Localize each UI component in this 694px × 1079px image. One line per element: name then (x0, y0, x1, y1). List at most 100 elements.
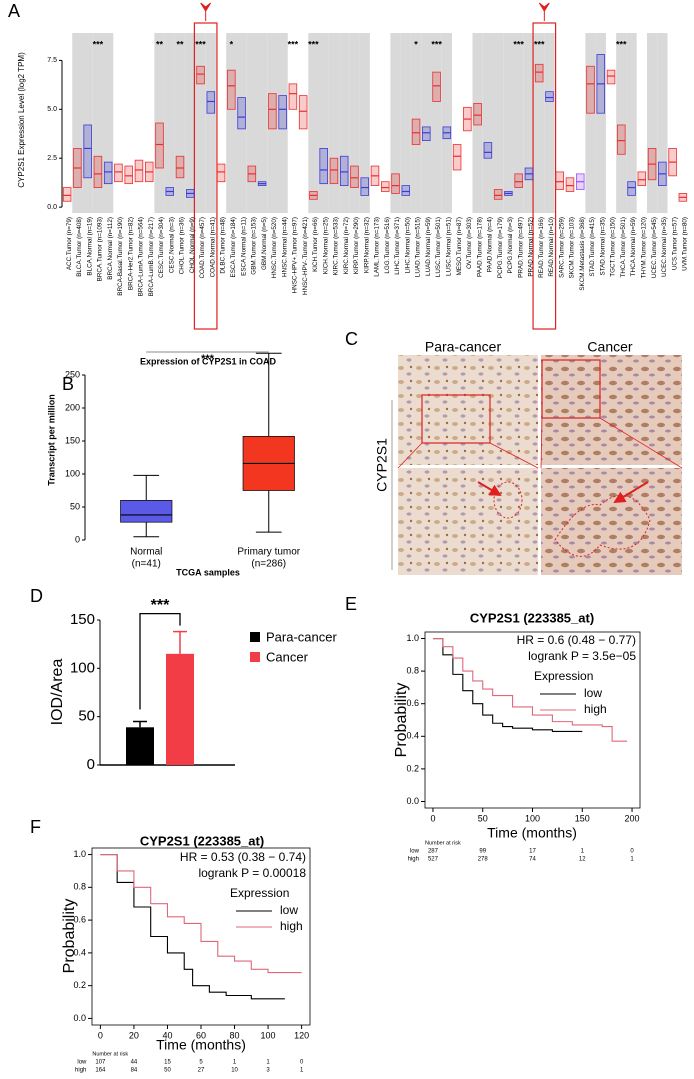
y-tick-label: 150 (70, 611, 95, 628)
group-background (646, 33, 658, 213)
y-tick-label: 5.0 (47, 106, 57, 113)
box (381, 181, 390, 192)
x-tick-label: LIHC.Tumor (n=371) (394, 217, 401, 275)
x-tick-label: BLCA.Normal (n=19) (86, 217, 93, 276)
bar (166, 653, 194, 765)
x-tick-label: UCEC.Tumor (n=545) (651, 217, 658, 278)
x-tick-label: PAAD.Tumor (n=178) (476, 217, 483, 277)
group-background (503, 33, 514, 213)
arrow (477, 481, 502, 497)
panel-letter: E (345, 594, 357, 614)
risk-value: 15 (164, 1060, 171, 1066)
x-tick-label: KIRP.Normal (n=32) (363, 217, 370, 273)
box (134, 159, 144, 183)
group-background (595, 33, 606, 213)
risk-value: 0 (630, 849, 634, 855)
box (93, 155, 103, 188)
significance: *** (201, 353, 215, 365)
box (627, 181, 636, 196)
group-background (349, 33, 360, 213)
x-tick-label: LGG.Tumor (n=516) (384, 217, 391, 274)
legend-label: low (584, 686, 602, 700)
x-tick-label: UCS.Tumor (n=57) (671, 217, 678, 270)
x-axis-title: TCGA samples (176, 567, 240, 577)
group-background (72, 33, 83, 213)
x-tick-label: CHOL.Tumor (n=36) (179, 217, 186, 274)
y-axis-title: CYP2S1 Expression Level (log2 TPM) (17, 52, 26, 188)
group-background (441, 33, 452, 213)
zoom-line (599, 417, 683, 469)
x-tick-label: 150 (575, 813, 590, 823)
group-background (82, 33, 93, 213)
x-tick-label: BRCA-Her2.Tumor (n=82) (127, 217, 134, 290)
significance: *** (534, 39, 545, 49)
legend-label: low (280, 903, 298, 917)
box (278, 95, 287, 130)
x-tick-label: KIRP.Tumor (n=290) (353, 217, 360, 274)
box (545, 91, 554, 102)
significance: *** (288, 39, 299, 49)
box (586, 65, 595, 114)
legend-swatch (250, 632, 260, 642)
y-axis-title: IOD/Area (49, 659, 66, 726)
box (120, 500, 173, 523)
y-tick-label: 200 (65, 402, 80, 412)
box (339, 155, 349, 187)
risk-row-name: high (75, 1068, 86, 1074)
ihc-image (398, 468, 538, 575)
risk-value: 107 (95, 1060, 106, 1066)
x-tick-label: MESO.Tumor (n=87) (456, 217, 463, 275)
ihc-image (541, 468, 682, 575)
y-axis-title: Probability (61, 899, 78, 974)
risk-value: 1 (581, 849, 585, 855)
y-tick-label: 0 (87, 756, 95, 773)
x-tick-label: BRCA-LumB.Tumor (n=217) (148, 217, 155, 296)
x-tick-label: SARC.Tumor (n=259) (558, 217, 565, 278)
group-background (482, 33, 494, 213)
significance: *** (151, 597, 170, 614)
risk-value: 50 (164, 1068, 171, 1074)
x-tick-label: READ.Tumor (n=166) (538, 217, 545, 278)
significance: *** (195, 39, 206, 49)
chart-title: CYP2S1 (223385_at) (470, 610, 594, 625)
y-tick-label: 0.0 (406, 796, 419, 806)
survival-curve (432, 637, 583, 732)
x-tick-label: LUAD.Normal (n=59) (425, 217, 432, 276)
y-tick-label: 250 (65, 369, 80, 379)
legend-title: Expression (230, 886, 289, 900)
risk-value: 1 (630, 857, 634, 863)
x-axis-title: Time (months) (487, 825, 577, 841)
group-background (328, 33, 340, 213)
group-background (359, 33, 370, 213)
x-tick-label: KIRC.Normal (n=72) (343, 217, 350, 274)
x-tick-label: HNSC.Normal (n=44) (281, 217, 288, 277)
x-tick-label: (n=286) (251, 559, 286, 570)
significance: *** (616, 39, 627, 49)
x-tick-label: HNSC.Tumor (n=520) (271, 217, 278, 278)
box (555, 171, 564, 190)
x-tick-label: HNSC-HPV-.Tumor (n=421) (302, 217, 309, 295)
x-tick-label: ESCA.Normal (n=11) (240, 217, 247, 276)
box (493, 189, 503, 200)
group-background (246, 33, 257, 213)
significance: * (230, 39, 234, 49)
x-tick-label: 120 (294, 1030, 309, 1040)
x-tick-label: BLCA.Tumor (n=408) (76, 217, 83, 277)
risk-value: 12 (579, 857, 586, 863)
y-tick-label: 150 (65, 435, 80, 445)
box (606, 69, 616, 85)
x-tick-label: COAD.Normal (n=41) (209, 217, 216, 277)
significance: ** (177, 39, 185, 49)
annotation: HR = 0.6 (0.48 − 0.77) (517, 633, 636, 647)
risk-value: 44 (131, 1060, 138, 1066)
risk-value: 278 (478, 857, 489, 863)
x-tick-label: ESCA.Tumor (n=184) (230, 217, 237, 278)
significance: *** (93, 39, 104, 49)
group-background (92, 33, 104, 213)
group-background (164, 33, 175, 213)
box (432, 71, 441, 102)
x-tick-label: (n=41) (132, 559, 161, 570)
x-tick-label: 50 (478, 813, 488, 823)
box (534, 63, 544, 83)
survival-curve (100, 854, 302, 974)
